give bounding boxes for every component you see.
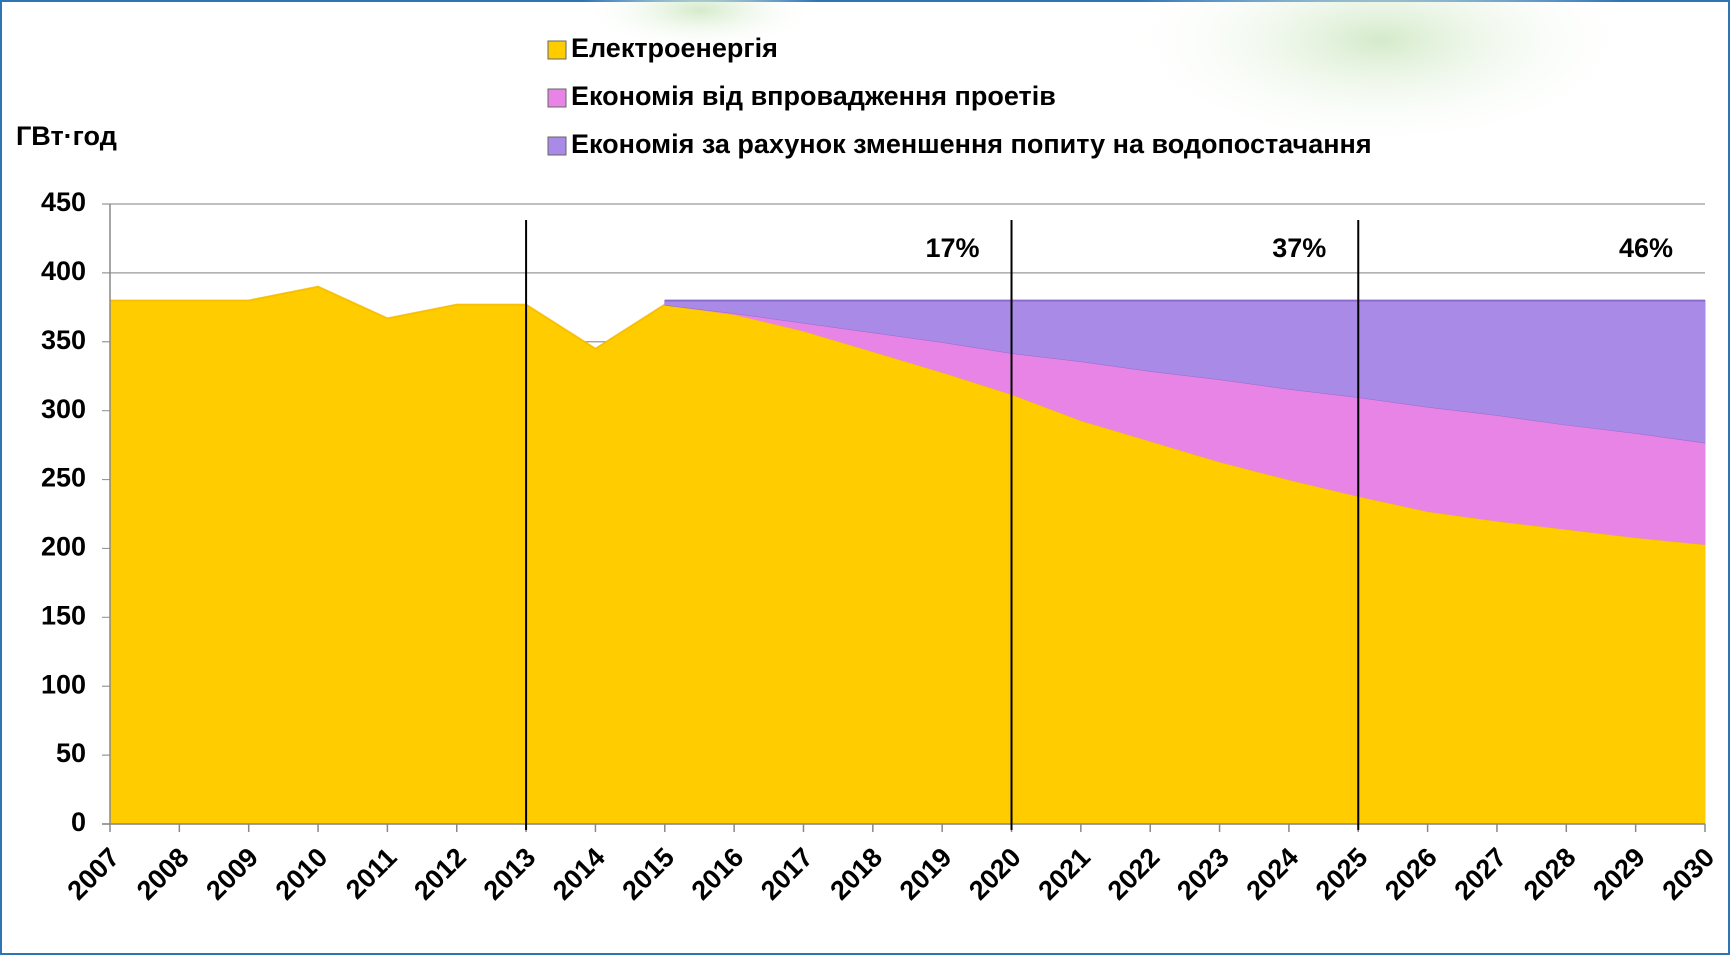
chart: ГВт·год 05010015020025030035040045020072…: [0, 0, 1730, 955]
y-tick-label: 300: [41, 394, 86, 424]
legend-swatch: [548, 137, 566, 155]
legend-swatch: [548, 89, 566, 107]
annotation: 46%: [1619, 233, 1673, 263]
legend-swatch: [548, 41, 566, 59]
y-tick-label: 450: [41, 187, 86, 217]
y-tick-label: 200: [41, 532, 86, 562]
y-tick-label: 350: [41, 325, 86, 355]
y-tick-label: 150: [41, 600, 86, 630]
y-tick-label: 0: [71, 807, 86, 837]
y-axis-label: ГВт·год: [16, 121, 117, 151]
y-tick-label: 250: [41, 463, 86, 493]
legend-label: Економія за рахунок зменшення попиту на …: [571, 129, 1372, 159]
legend-label: Економія від впровадження проетів: [571, 81, 1056, 111]
y-tick-label: 400: [41, 256, 86, 286]
y-tick-label: 50: [56, 738, 86, 768]
y-tick-label: 100: [41, 669, 86, 699]
legend-label: Електроенергія: [571, 33, 778, 63]
annotation: 17%: [925, 233, 979, 263]
annotation: 37%: [1272, 233, 1326, 263]
